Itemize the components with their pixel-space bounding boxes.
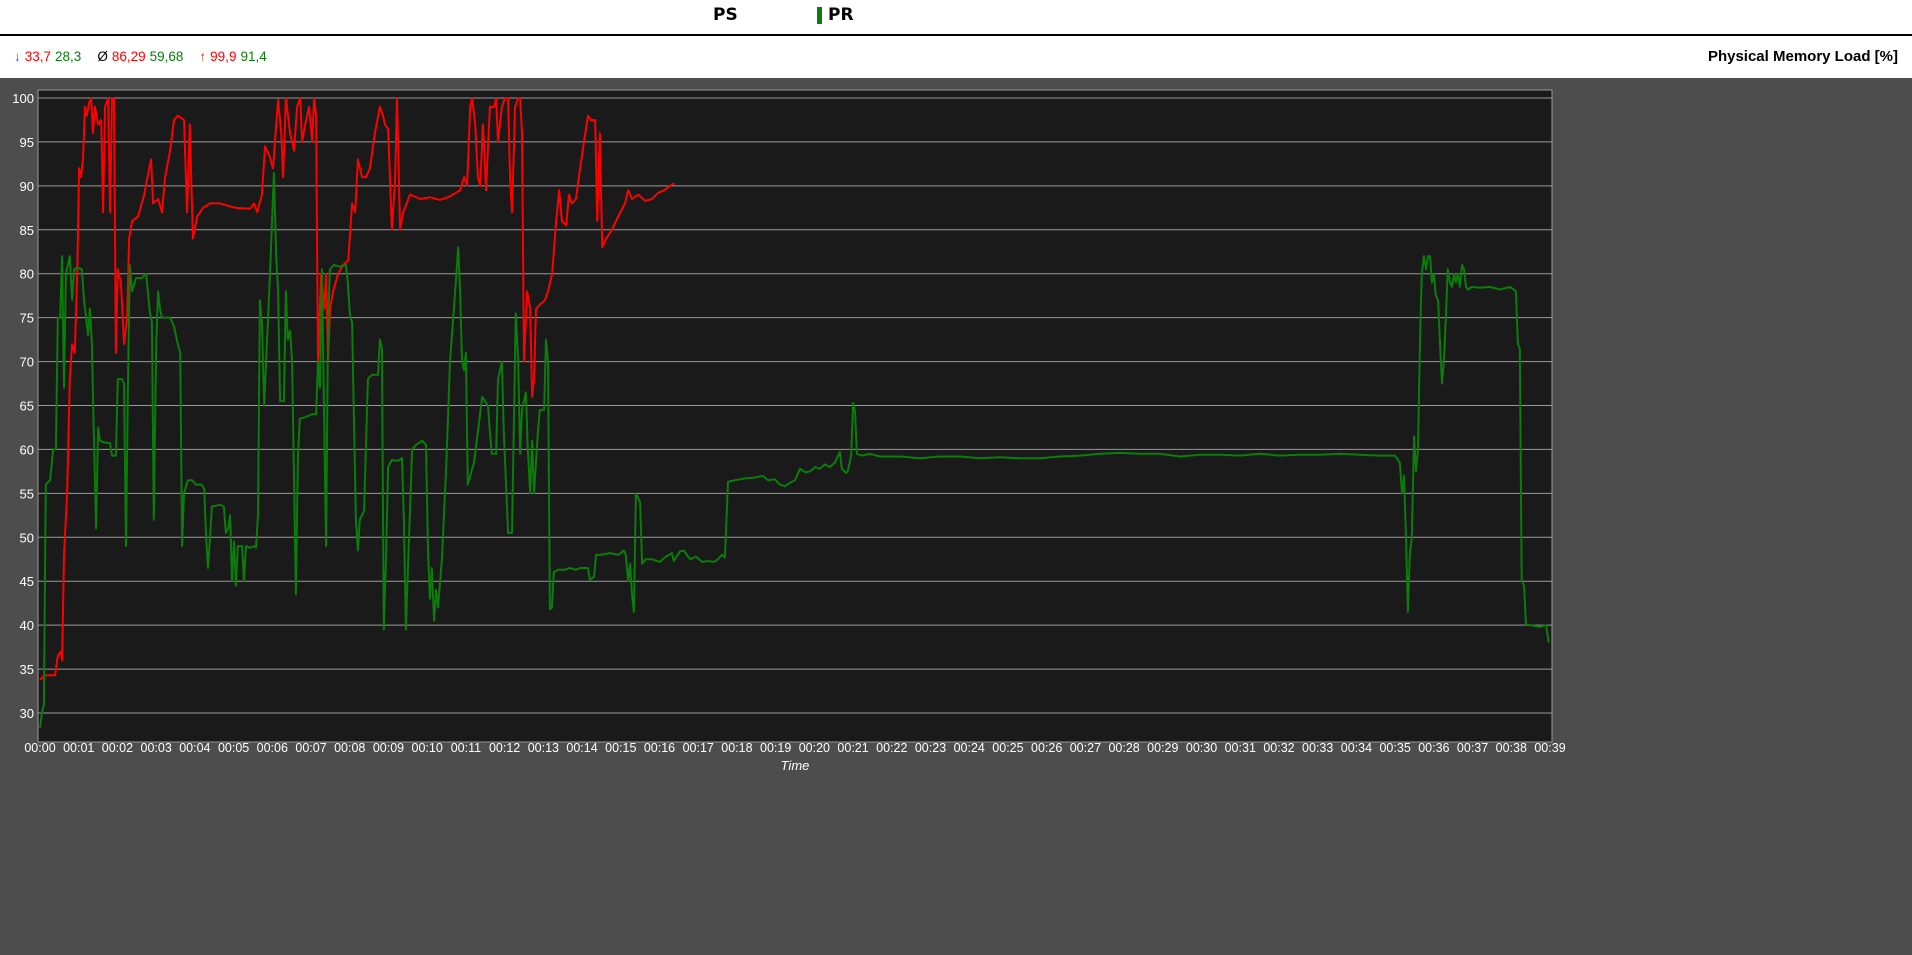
x-tick-label: 00:21: [837, 741, 868, 755]
x-tick-label: 00:17: [683, 741, 714, 755]
y-tick-label: 85: [20, 223, 34, 238]
x-tick-label: 00:03: [141, 741, 172, 755]
x-tick-label: 00:07: [295, 741, 326, 755]
x-tick-label: 00:22: [876, 741, 907, 755]
x-tick-label: 00:19: [760, 741, 791, 755]
max-value-pr: 91,4: [240, 49, 267, 64]
chart-title: Physical Memory Load [%]: [1707, 48, 1898, 65]
chart-area: 30 35 40 45 50 55 60 65 70 75 80 85 90 95 100 00:00 00:…: [0, 78, 1912, 955]
x-tick-label: 00:06: [257, 741, 288, 755]
y-tick-label: 95: [20, 135, 34, 150]
x-tick-label: 00:31: [1225, 741, 1256, 755]
avg-value-pr: 59,68: [149, 49, 184, 64]
x-axis-label: Time: [781, 758, 810, 773]
y-tick-label: 55: [20, 486, 34, 501]
stats-row: ↓ 33,7 28,3 Ø 86,29 59,68 ↑ 99,9 91,4: [14, 49, 267, 64]
x-tick-label: 00:04: [179, 741, 210, 755]
avg-value-ps: 86,29: [111, 49, 146, 64]
y-tick-label: 40: [20, 618, 34, 633]
x-tick-label: 00:13: [528, 741, 559, 755]
y-tick-label: 70: [20, 355, 34, 370]
x-tick-label: 00:23: [915, 741, 946, 755]
max-arrow-icon: ↑: [199, 49, 207, 64]
x-tick-label: 00:05: [218, 741, 249, 755]
x-tick-label: 00:29: [1147, 741, 1178, 755]
y-tick-label: 30: [20, 706, 34, 721]
max-value-ps: 99,9: [210, 49, 237, 64]
y-tick-label: 80: [20, 267, 34, 282]
plot-area: [37, 89, 1553, 743]
x-tick-label: 00:10: [412, 741, 443, 755]
series-line-ps: [39, 97, 675, 681]
x-tick-label: 00:38: [1496, 741, 1527, 755]
x-tick-label: 00:35: [1379, 741, 1410, 755]
legend-item-pr[interactable]: PR: [817, 5, 854, 25]
min-value-pr: 28,3: [55, 49, 82, 64]
x-tick-label: 00:25: [992, 741, 1023, 755]
avg-icon: Ø: [97, 49, 108, 64]
legend-bar: PS PR: [0, 0, 1912, 36]
x-tick-label: 00:28: [1108, 741, 1139, 755]
legend-label-pr: PR: [828, 5, 854, 25]
x-tick-label: 00:33: [1302, 741, 1333, 755]
y-tick-label: 90: [20, 179, 34, 194]
x-tick-label: 00:24: [954, 741, 985, 755]
x-tick-label: 00:39: [1534, 741, 1565, 755]
legend-swatch-pr: [817, 6, 822, 24]
y-tick-label: 75: [20, 311, 34, 326]
series-line-pr: [39, 171, 1550, 729]
x-tick-label: 00:27: [1070, 741, 1101, 755]
x-tick-label: 00:09: [373, 741, 404, 755]
legend-item-ps[interactable]: PS: [713, 5, 738, 25]
x-tick-label: 00:34: [1341, 741, 1372, 755]
x-tick-label: 00:37: [1457, 741, 1488, 755]
y-tick-label: 35: [20, 662, 34, 677]
y-tick-label: 45: [20, 574, 34, 589]
x-tick-label: 00:36: [1418, 741, 1449, 755]
y-tick-label: 100: [12, 91, 34, 106]
x-tick-label: 00:00: [24, 741, 55, 755]
x-tick-label: 00:01: [63, 741, 94, 755]
x-tick-label: 00:18: [721, 741, 752, 755]
x-tick-label: 00:15: [605, 741, 636, 755]
x-tick-label: 00:20: [799, 741, 830, 755]
x-tick-label: 00:32: [1263, 741, 1294, 755]
legend-label-ps: PS: [713, 5, 738, 25]
x-tick-label: 00:11: [451, 741, 481, 755]
y-tick-label: 65: [20, 399, 34, 414]
x-tick-label: 00:30: [1186, 741, 1217, 755]
x-tick-label: 00:14: [566, 741, 597, 755]
y-tick-label: 60: [20, 442, 34, 457]
x-tick-label: 00:08: [334, 741, 365, 755]
x-tick-label: 00:02: [102, 741, 133, 755]
x-tick-label: 00:12: [489, 741, 520, 755]
min-arrow-icon: ↓: [14, 49, 21, 64]
y-tick-label: 50: [20, 530, 34, 545]
min-value-ps: 33,7: [24, 49, 52, 64]
x-tick-label: 00:16: [644, 741, 675, 755]
x-tick-label: 00:26: [1031, 741, 1062, 755]
